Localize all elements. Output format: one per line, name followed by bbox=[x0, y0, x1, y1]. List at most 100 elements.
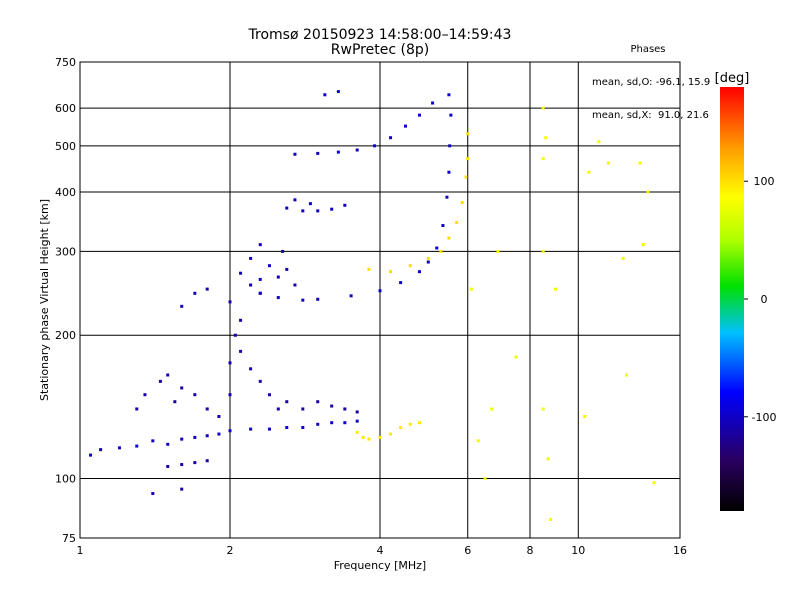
echo-point bbox=[378, 289, 382, 293]
echo-point bbox=[399, 281, 403, 285]
echo-point bbox=[343, 421, 347, 425]
echo-point bbox=[239, 318, 243, 322]
echo-point bbox=[249, 367, 253, 371]
echo-point bbox=[166, 442, 170, 446]
echo-point bbox=[541, 407, 545, 411]
x-tick-label: 2 bbox=[227, 544, 234, 557]
echo-point bbox=[158, 379, 162, 383]
echo-point bbox=[285, 267, 289, 271]
echo-point bbox=[389, 432, 393, 436]
echo-point bbox=[285, 206, 289, 210]
echo-point bbox=[258, 379, 262, 383]
echo-point bbox=[469, 287, 473, 291]
colorbar-tick-label: -100 bbox=[752, 411, 777, 424]
echo-point bbox=[293, 152, 297, 156]
echo-point bbox=[239, 349, 243, 353]
echo-point bbox=[193, 291, 197, 295]
echo-point bbox=[336, 90, 340, 94]
echo-point bbox=[587, 170, 591, 174]
echo-point bbox=[449, 113, 453, 117]
x-tick-label: 10 bbox=[571, 544, 585, 557]
echo-point bbox=[249, 283, 253, 287]
echo-point bbox=[541, 106, 545, 110]
echo-point bbox=[258, 277, 262, 281]
echo-point bbox=[466, 157, 470, 161]
echo-point bbox=[180, 463, 184, 467]
echo-point bbox=[193, 435, 197, 439]
echo-point bbox=[439, 249, 443, 253]
echo-point bbox=[233, 333, 237, 337]
echo-point bbox=[336, 150, 340, 154]
colorbar bbox=[720, 87, 744, 511]
echo-point bbox=[417, 421, 421, 425]
echo-point bbox=[431, 101, 435, 105]
echo-point bbox=[343, 407, 347, 411]
echo-point bbox=[249, 256, 253, 260]
echo-point bbox=[490, 407, 494, 411]
echo-point bbox=[426, 260, 430, 264]
echo-point bbox=[646, 190, 650, 194]
y-tick-label: 100 bbox=[55, 473, 76, 486]
echo-point bbox=[316, 151, 320, 155]
echo-point bbox=[276, 275, 280, 279]
y-tick-label: 600 bbox=[55, 102, 76, 115]
echo-point bbox=[403, 124, 407, 128]
echo-point bbox=[193, 461, 197, 465]
echo-point bbox=[217, 432, 221, 436]
echo-point bbox=[544, 136, 548, 140]
echo-point bbox=[389, 136, 393, 140]
y-tick-label: 200 bbox=[55, 329, 76, 342]
echo-point bbox=[285, 400, 289, 404]
echo-point bbox=[355, 419, 359, 423]
echo-point bbox=[408, 422, 412, 426]
echo-point bbox=[361, 435, 365, 439]
echo-point bbox=[448, 144, 452, 148]
echo-point bbox=[355, 410, 359, 414]
echo-point bbox=[455, 221, 459, 225]
echo-point bbox=[367, 267, 371, 271]
echo-point bbox=[205, 287, 209, 291]
echo-point bbox=[99, 448, 103, 452]
colorbar-tick-label: 0 bbox=[761, 293, 768, 306]
echo-point bbox=[180, 487, 184, 491]
echo-point bbox=[228, 429, 232, 433]
echo-point bbox=[239, 271, 243, 275]
y-tick-label: 75 bbox=[62, 532, 76, 545]
echo-point bbox=[435, 246, 439, 250]
echo-point bbox=[293, 283, 297, 287]
echo-point bbox=[349, 294, 353, 298]
echo-point bbox=[166, 464, 170, 468]
echo-point bbox=[597, 140, 601, 144]
echo-point bbox=[293, 198, 297, 202]
y-tick-label: 750 bbox=[55, 56, 76, 69]
echo-point bbox=[546, 457, 550, 461]
echo-point bbox=[389, 270, 393, 274]
plot-frame bbox=[79, 61, 681, 539]
echo-point bbox=[285, 425, 289, 429]
echo-point bbox=[514, 355, 518, 359]
echo-point bbox=[447, 93, 451, 97]
echo-point bbox=[228, 300, 232, 304]
echo-point bbox=[355, 148, 359, 152]
echo-point bbox=[258, 243, 262, 247]
echo-point bbox=[408, 264, 412, 268]
chart-subtitle: RwPretec (8p) bbox=[330, 42, 430, 58]
phase-stats-title: Phases bbox=[630, 44, 666, 55]
colorbar-tick-label: 100 bbox=[754, 175, 775, 188]
colorbar-ticks: -100 0 100 bbox=[744, 175, 776, 424]
echo-point bbox=[267, 393, 271, 397]
echo-point bbox=[399, 425, 403, 429]
echo-point bbox=[151, 439, 155, 443]
echo-point bbox=[249, 427, 253, 431]
echo-point bbox=[445, 195, 449, 199]
echo-point bbox=[301, 425, 305, 429]
x-axis: 1 2 4 6 8 10 16 bbox=[77, 544, 688, 557]
echo-point bbox=[316, 422, 320, 426]
echo-point bbox=[447, 170, 451, 174]
echo-point bbox=[217, 414, 221, 418]
echo-point bbox=[583, 414, 587, 418]
echo-point bbox=[330, 421, 334, 425]
echo-point bbox=[367, 437, 371, 441]
colorbar-unit: [deg] bbox=[715, 71, 750, 86]
phase-stats: Phases mean, sd,O: -96.1, 15.9 mean, sd,… bbox=[592, 22, 710, 132]
